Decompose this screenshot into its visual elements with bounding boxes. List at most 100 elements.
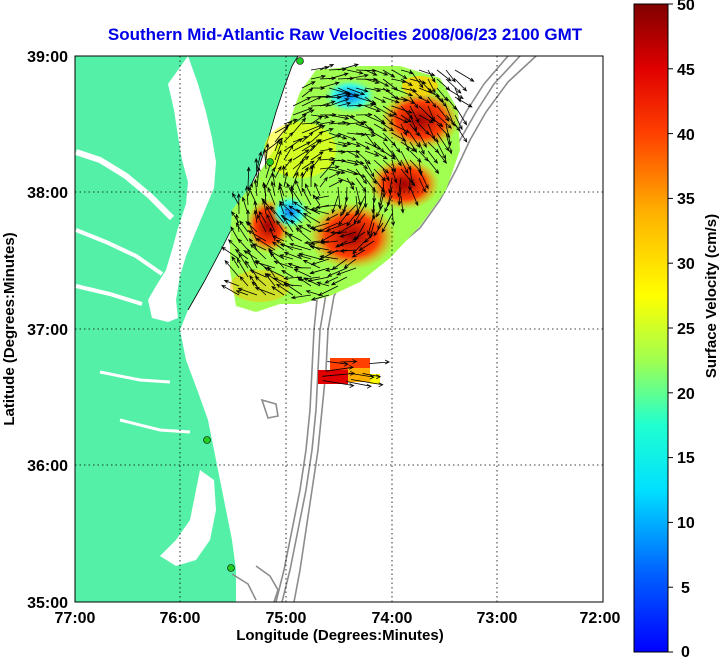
station-marker: [227, 564, 235, 572]
y-tick-label: 37:00: [27, 322, 68, 339]
velocity-vector: [302, 212, 321, 224]
velocity-vector: [231, 255, 240, 269]
velocity-vector: [236, 258, 249, 278]
velocity-vector: [400, 78, 414, 87]
velocity-vector: [249, 274, 258, 287]
velocity-vector: [292, 159, 304, 179]
velocity-vector: [319, 100, 336, 107]
velocity-vector: [289, 211, 303, 224]
velocity-vector: [249, 269, 267, 278]
colorbar: 50 45 40 35 30 25 20 15 10 5 0 Surface V…: [633, 0, 720, 661]
river-2: [75, 228, 164, 276]
velocity-vector: [297, 225, 312, 233]
velocity-vector: [381, 177, 386, 198]
velocity-vector: [283, 131, 294, 143]
velocity-vector: [302, 259, 321, 269]
map-plot-area: [75, 56, 603, 602]
velocity-vector: [253, 200, 258, 215]
velocity-vector: [436, 69, 452, 82]
velocity-vector: [274, 138, 280, 152]
river-3: [75, 284, 143, 306]
velocity-vector: [324, 276, 339, 284]
velocity-vector: [247, 230, 267, 242]
velocity-vector: [339, 231, 357, 238]
velocity-vector: [373, 159, 390, 174]
velocity-vector: [351, 249, 366, 258]
velocity-vector: [362, 373, 382, 380]
velocity-vector: [239, 220, 249, 233]
velocity-vector: [454, 78, 468, 92]
velocity-vector: [301, 96, 323, 107]
velocity-vector: [232, 192, 240, 206]
velocity-vector: [400, 114, 412, 123]
velocity-vector: [292, 113, 307, 125]
velocity-vector: [409, 96, 419, 109]
velocity-vector: [274, 140, 283, 161]
velocity-vector: [283, 251, 303, 260]
velocity-field: [221, 63, 475, 389]
velocity-vector: [281, 270, 294, 278]
velocity-vector: [335, 267, 357, 276]
velocity-vector: [418, 141, 425, 155]
velocity-vector: [269, 227, 276, 242]
velocity-vector: [319, 134, 342, 143]
velocity-vector: [303, 240, 321, 245]
velocity-vector: [384, 195, 393, 213]
velocity-vector: [338, 240, 357, 247]
velocity-vector: [427, 159, 440, 175]
y-axis-label: Latitude (Degrees:Minutes): [1, 232, 18, 425]
velocity-vector: [274, 165, 282, 179]
velocity-vector: [283, 144, 294, 161]
velocity-vector: [454, 114, 463, 131]
velocity-vector: [279, 200, 294, 215]
velocity-vector: [292, 97, 312, 107]
velocity-vector: [391, 159, 397, 174]
velocity-vector: [221, 284, 240, 296]
velocity-vector: [369, 359, 390, 365]
velocity-vector: [244, 260, 258, 278]
velocity-vector: [310, 151, 324, 161]
velocity-vector: [391, 141, 401, 153]
velocity-vector: [301, 144, 316, 161]
velocity-vector: [445, 78, 462, 94]
velocity-vector: [346, 120, 368, 125]
velocity-vector: [271, 286, 285, 296]
velocity-vector: [310, 139, 322, 152]
velocity-vector: [235, 290, 249, 296]
velocity-vector: [436, 141, 447, 160]
velocity-vector: [310, 258, 330, 266]
velocity-vector: [292, 141, 312, 152]
velocity-vector: [346, 93, 361, 98]
velocity-vector: [283, 157, 293, 170]
velocity-vector: [355, 141, 371, 150]
velocity-vector: [258, 210, 267, 224]
velocity-vector: [256, 214, 267, 233]
velocity-vector: [310, 125, 326, 134]
velocity-vector: [305, 290, 321, 296]
velocity-vector: [303, 277, 321, 287]
velocity-vector: [227, 239, 240, 251]
velocity-vector: [373, 69, 389, 76]
velocity-vector: [266, 213, 276, 233]
velocity-vector: [265, 166, 275, 188]
velocity-vector: [418, 132, 427, 148]
velocity-vector: [310, 74, 327, 80]
velocity-vector: [269, 252, 285, 269]
river-5: [119, 418, 191, 434]
velocity-vector: [262, 148, 267, 170]
velocity-vector: [235, 213, 240, 233]
velocity-vector: [454, 105, 468, 126]
velocity-vector: [252, 243, 267, 251]
velocity-vector: [238, 252, 249, 269]
velocity-vector: [353, 204, 366, 225]
velocity-vector: [301, 87, 314, 98]
velocity-vector: [235, 222, 249, 242]
x-axis-label: Longitude (Degrees:Minutes): [236, 627, 444, 644]
velocity-vector: [418, 69, 436, 77]
velocity-vector: [309, 164, 314, 188]
velocity-vector: [355, 87, 369, 93]
pamlico-sound: [160, 470, 216, 566]
velocity-vector: [346, 150, 360, 158]
velocity-vector: [237, 287, 258, 296]
velocity-vector: [273, 260, 294, 269]
